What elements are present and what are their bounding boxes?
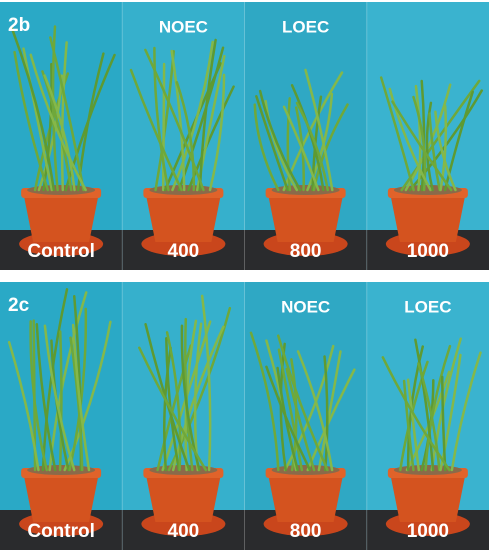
grass-blade (282, 105, 320, 192)
grass-blade (258, 89, 302, 192)
grass-blade (68, 307, 88, 472)
pot (23, 472, 100, 522)
grass-blade (41, 70, 73, 192)
grass-blade (198, 38, 217, 192)
grass-blade (304, 68, 334, 192)
grass-blade (22, 47, 54, 192)
grass-blade (7, 340, 40, 472)
pot (267, 192, 344, 242)
grass-blade (443, 90, 474, 192)
grass-blade (379, 76, 415, 192)
grass-blade (434, 110, 457, 192)
grass-blade (13, 50, 50, 192)
grass-blade (277, 334, 329, 472)
grass-blade (60, 41, 68, 192)
grass-blade (161, 62, 166, 192)
grass-blade (295, 101, 329, 192)
grass-blade (406, 378, 421, 472)
grass-blade (71, 323, 91, 472)
grass-blade (391, 100, 453, 192)
grass-blade (286, 97, 292, 192)
grass-blade (29, 53, 87, 192)
grass-blade (439, 353, 462, 472)
grass-blade (200, 294, 212, 472)
grass-blade (265, 365, 312, 472)
pot-label: Control (27, 241, 95, 262)
grass-blade (253, 103, 280, 192)
grass-blade (43, 324, 76, 472)
pot (23, 192, 100, 242)
grass-blade (420, 79, 426, 192)
grass-blade (165, 336, 181, 472)
grass-blade (414, 338, 435, 472)
grass-blade (428, 112, 441, 192)
grass-blade (69, 336, 84, 472)
pot-label: 400 (168, 241, 200, 262)
grass-blade (296, 350, 334, 472)
pot (389, 192, 466, 242)
grass-blade (35, 323, 57, 472)
grass-blade (283, 344, 335, 472)
grass-blade (165, 331, 182, 472)
grass-blade (208, 73, 226, 192)
grass-blade (249, 331, 280, 472)
panel: Control 400 NOEC 800 LOEC 1000 2b (0, 2, 489, 270)
grass-blade (264, 99, 299, 192)
grass-blade (29, 320, 48, 472)
grass-blade (43, 74, 76, 192)
pot (145, 192, 222, 242)
grass-blade (154, 50, 175, 192)
panel-label: 2b (8, 15, 30, 36)
grass-blade (424, 344, 452, 472)
pot-label: 1000 (407, 241, 449, 262)
column-header: NOEC (281, 297, 330, 316)
grass-blade (439, 104, 448, 192)
grass-blade (170, 49, 186, 192)
column-header: LOEC (404, 297, 451, 316)
column-header: NOEC (159, 17, 208, 36)
grass-blade (171, 40, 214, 192)
grass-blade (138, 346, 208, 472)
grass-blade (285, 367, 316, 472)
soil (271, 185, 340, 195)
grass-blade (153, 46, 170, 192)
column-header: LOEC (282, 17, 329, 36)
grass-blade (41, 288, 69, 472)
pot-label: 800 (290, 241, 322, 262)
grass-blade (162, 346, 172, 472)
grass-blade (450, 351, 482, 472)
grass-blade (129, 68, 183, 192)
panel-label: 2c (8, 295, 30, 316)
pot-label: 800 (290, 521, 322, 542)
grass-blade (277, 348, 304, 472)
pot (267, 472, 344, 522)
grass-blade (425, 101, 434, 192)
grass-blade (255, 95, 289, 192)
grass-blade (42, 62, 53, 192)
grass-blade (63, 320, 112, 472)
pot-label: 400 (168, 521, 200, 542)
pot-label: 1000 (407, 521, 449, 542)
grass-blade (381, 356, 451, 472)
grass-blade (417, 362, 441, 472)
grass-blade (323, 355, 329, 472)
soil (271, 465, 340, 475)
pot (389, 472, 466, 522)
grass-blade (440, 375, 447, 472)
panel: Control 400 800 NOEC 1000 LOEC 2c (0, 282, 489, 550)
grass-blade (175, 81, 196, 192)
grass-blade (144, 48, 205, 192)
pot-label: Control (27, 521, 95, 542)
grass-blade (156, 344, 193, 472)
grass-blade (388, 87, 432, 192)
grass-blade (402, 379, 415, 472)
grass-blade (414, 84, 422, 192)
grass-blade (10, 26, 56, 192)
grass-blade (49, 36, 85, 192)
pot (145, 472, 222, 522)
grass-blade (58, 330, 63, 472)
